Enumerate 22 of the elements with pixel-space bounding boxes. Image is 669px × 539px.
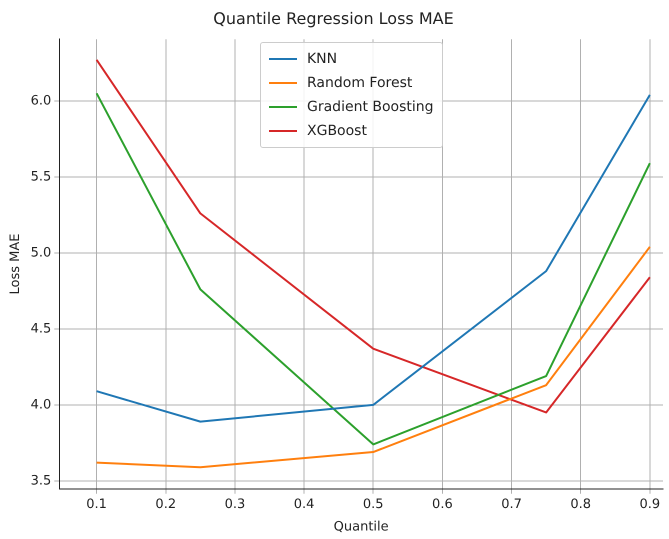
x-tick-label: 0.6 <box>432 496 453 512</box>
chart-title: Quantile Regression Loss MAE <box>213 8 454 28</box>
y-tick-label: 3.5 <box>30 473 52 488</box>
legend-label: KNN <box>307 51 338 67</box>
x-tick-label: 0.5 <box>362 496 384 512</box>
y-tick-label: 5.5 <box>30 169 52 184</box>
x-tick-label: 0.3 <box>224 496 246 512</box>
legend-label: Random Forest <box>307 75 412 91</box>
legend-label: Gradient Boosting <box>307 99 434 115</box>
y-tick-label: 5.0 <box>30 245 52 260</box>
x-tick-label: 0.7 <box>501 496 522 512</box>
x-tick-label: 0.1 <box>86 496 107 512</box>
y-tick-label: 4.5 <box>30 321 52 336</box>
legend-label: XGBoost <box>307 123 367 139</box>
x-tick-label: 0.8 <box>570 496 592 512</box>
y-tick-label: 4.0 <box>30 397 52 412</box>
x-tick-label: 0.4 <box>294 496 314 512</box>
y-tick-label: 6.0 <box>30 93 52 108</box>
x-tick-label: 0.9 <box>640 496 660 512</box>
y-axis-title: Loss MAE <box>8 234 24 294</box>
x-tick-label: 0.2 <box>155 496 176 512</box>
x-axis-title: Quantile <box>334 520 389 535</box>
